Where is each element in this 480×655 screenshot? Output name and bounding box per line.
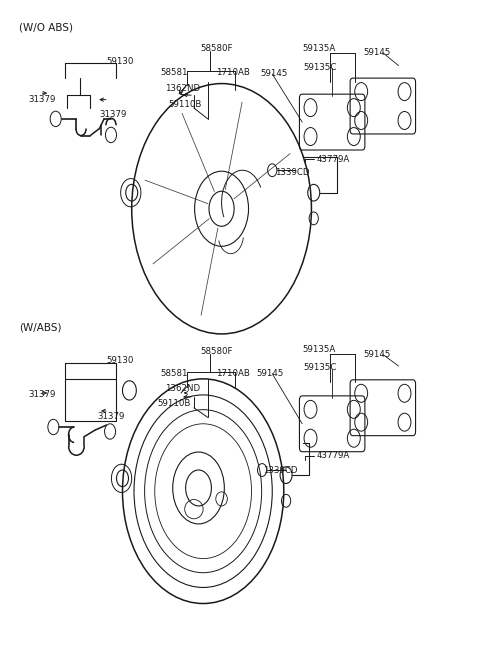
Text: 58581: 58581 — [161, 68, 188, 77]
Text: 31379: 31379 — [99, 110, 127, 119]
Text: 59145: 59145 — [256, 369, 284, 378]
Text: (W/O ABS): (W/O ABS) — [19, 22, 73, 32]
Text: 59135C: 59135C — [303, 363, 337, 372]
Text: 58581: 58581 — [161, 369, 188, 378]
Text: 59130: 59130 — [107, 356, 134, 365]
Text: 58580F: 58580F — [201, 347, 233, 356]
Text: 59135A: 59135A — [302, 44, 336, 53]
Text: 59130: 59130 — [107, 56, 134, 66]
Text: 1362ND: 1362ND — [165, 384, 201, 393]
Text: 59145: 59145 — [363, 350, 391, 359]
Text: 1339CD: 1339CD — [263, 466, 298, 474]
Text: 59135A: 59135A — [302, 345, 336, 354]
Text: 58580F: 58580F — [201, 44, 233, 53]
Text: 43779A: 43779A — [316, 451, 350, 460]
Text: 43779A: 43779A — [316, 155, 350, 164]
Text: 1362ND: 1362ND — [165, 84, 201, 93]
Text: 31379: 31379 — [97, 411, 124, 421]
Text: 59145: 59145 — [363, 48, 391, 57]
Text: 59110B: 59110B — [157, 399, 191, 408]
Text: (W/ABS): (W/ABS) — [19, 322, 61, 333]
Text: 1710AB: 1710AB — [216, 369, 250, 378]
Text: 59135C: 59135C — [303, 63, 337, 72]
Text: 59110B: 59110B — [168, 100, 202, 109]
Text: 31379: 31379 — [28, 95, 55, 104]
Text: 1710AB: 1710AB — [216, 68, 250, 77]
Text: 31379: 31379 — [28, 390, 55, 400]
Text: 59145: 59145 — [261, 69, 288, 79]
Text: 1339CD: 1339CD — [275, 168, 309, 177]
